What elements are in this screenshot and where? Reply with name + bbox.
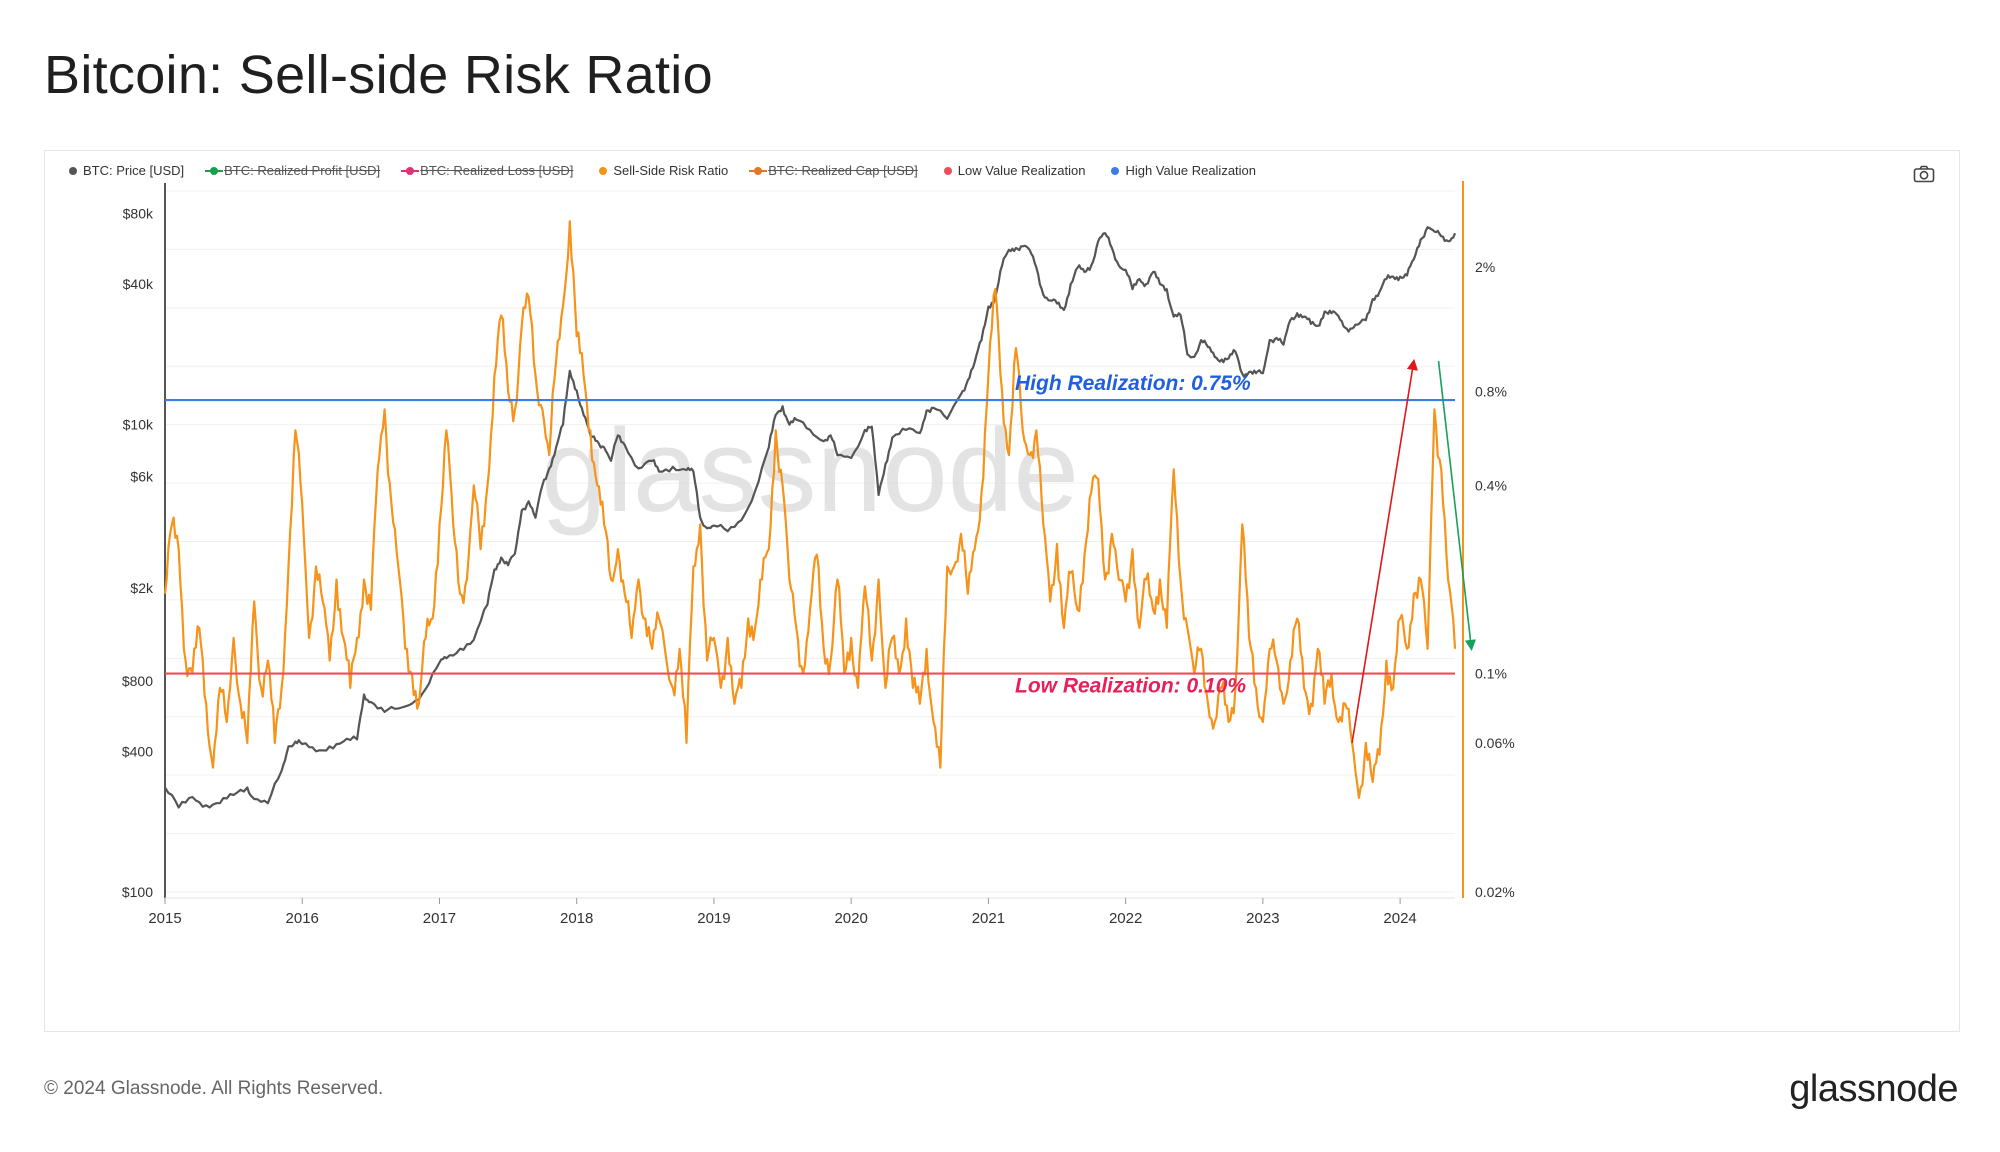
right-tick-label: 0.1% xyxy=(1475,666,1507,682)
legend-item-1[interactable]: BTC: Realized Profit [USD] xyxy=(205,163,381,178)
x-tick-label: 2015 xyxy=(148,910,181,927)
legend-label: BTC: Realized Profit [USD] xyxy=(224,163,381,178)
x-tick-label: 2024 xyxy=(1383,910,1416,927)
btc-price-line xyxy=(164,226,1457,809)
legend-swatch-icon xyxy=(205,166,224,175)
left-tick-label: $10k xyxy=(123,417,154,433)
legend-item-2[interactable]: BTC: Realized Loss [USD] xyxy=(401,163,574,178)
legend-swatch-icon xyxy=(401,166,420,175)
left-tick-label: $2k xyxy=(130,580,154,596)
left-tick-label: $80k xyxy=(123,206,154,222)
x-tick-label: 2017 xyxy=(423,910,456,927)
legend-swatch-icon xyxy=(749,166,768,175)
right-tick-label: 0.8% xyxy=(1475,383,1507,399)
legend-item-5[interactable]: Low Value Realization xyxy=(943,163,1086,178)
x-tick-label: 2019 xyxy=(697,910,730,927)
legend-label: Sell-Side Risk Ratio xyxy=(613,163,729,178)
right-tick-label: 0.4% xyxy=(1475,477,1507,493)
legend-swatch-icon xyxy=(943,166,952,175)
legend-swatch-icon xyxy=(599,166,608,175)
left-tick-label: $400 xyxy=(122,743,153,759)
red-trend-arrow xyxy=(1351,358,1418,744)
left-tick-label: $6k xyxy=(130,469,154,485)
right-tick-label: 0.02% xyxy=(1475,884,1515,900)
sell-side-risk-line xyxy=(163,220,1457,799)
x-tick-label: 2022 xyxy=(1109,910,1142,927)
page-title: Bitcoin: Sell-side Risk Ratio xyxy=(44,45,713,105)
legend-label: BTC: Realized Cap [USD] xyxy=(768,163,918,178)
legend-label: BTC: Realized Loss [USD] xyxy=(420,163,574,178)
chart-svg: glassnode $100 $400 $800 $2k $6k $10k $40k $80k 0… xyxy=(122,181,1515,927)
x-tick-label: 2021 xyxy=(972,910,1005,927)
legend-item-3[interactable]: Sell-Side Risk Ratio xyxy=(599,163,728,178)
legend-label: BTC: Price [USD] xyxy=(83,163,185,178)
right-tick-label: 0.06% xyxy=(1475,735,1515,751)
legend-swatch-icon xyxy=(69,166,77,175)
legend-item-6[interactable]: High Value Realization xyxy=(1111,163,1256,178)
x-tick-label: 2023 xyxy=(1246,910,1279,927)
copyright-text: © 2024 Glassnode. All Rights Reserved. xyxy=(44,1078,384,1099)
left-tick-label: $100 xyxy=(122,884,153,900)
high-realization-label: High Realization: 0.75% xyxy=(1015,372,1251,395)
camera-icon[interactable] xyxy=(1913,165,1935,183)
right-tick-label: 2% xyxy=(1475,259,1495,275)
chart-panel: BTC: Price [USD] BTC: Realized Profit [US… xyxy=(44,150,1960,1032)
legend-label: Low Value Realization xyxy=(957,163,1086,178)
left-tick-label: $800 xyxy=(122,673,153,689)
x-tick-label: 2016 xyxy=(286,910,319,927)
legend-item-4[interactable]: BTC: Realized Cap [USD] xyxy=(749,163,918,178)
left-tick-label: $40k xyxy=(123,276,154,292)
chart-legend: BTC: Price [USD] BTC: Realized Profit [US… xyxy=(69,163,1256,178)
legend-swatch-icon xyxy=(1111,166,1120,175)
green-trend-arrow xyxy=(1437,360,1477,652)
low-realization-label: Low Realization: 0.10% xyxy=(1015,675,1246,698)
legend-label: High Value Realization xyxy=(1125,163,1257,178)
x-tick-label: 2020 xyxy=(834,910,867,927)
x-tick-label: 2018 xyxy=(560,910,593,927)
watermark: glassnode xyxy=(541,405,1079,537)
glassnode-logo: glassnode xyxy=(1789,1068,1958,1110)
legend-item-0[interactable]: BTC: Price [USD] xyxy=(69,163,184,178)
